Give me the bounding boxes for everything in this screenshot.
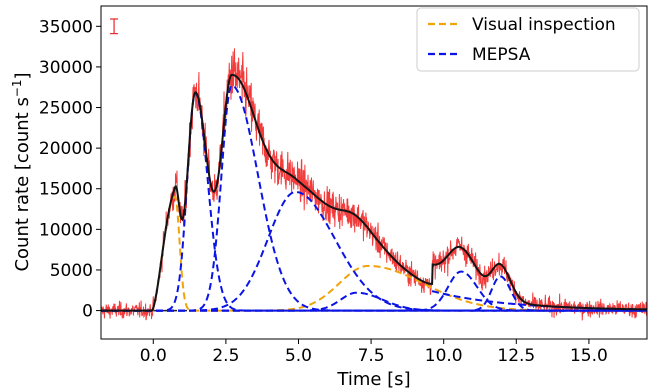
y-tick-label: 5000 xyxy=(50,261,93,281)
legend-label-mepsa: MEPSA xyxy=(472,45,531,65)
x-tick-label: 5.0 xyxy=(285,346,312,366)
y-axis-label-superscript: −1 xyxy=(10,79,24,97)
x-tick-label: 7.5 xyxy=(358,346,385,366)
y-tick-label: 30000 xyxy=(39,58,93,78)
mepsa-pulse-6 xyxy=(101,275,647,312)
x-tick-label: 10.0 xyxy=(425,346,463,366)
tick-layer: 0.0 2.5 5.0 7.5 10.0 12.5 15.0 0 5000 10000 15000 2… xyxy=(39,17,608,366)
legend-label-visual-inspection: Visual inspection xyxy=(472,15,616,35)
y-tick-label: 0 xyxy=(82,302,93,322)
y-tick-label: 10000 xyxy=(39,220,93,240)
y-axis-label: Count rate [count s−1] xyxy=(10,72,33,271)
x-axis-label: Time [s] xyxy=(336,369,410,390)
y-tick-label: 25000 xyxy=(39,99,93,119)
legend[interactable]: Visual inspection MEPSA xyxy=(416,7,640,72)
data-layer xyxy=(101,48,647,321)
x-tick-label: 15.0 xyxy=(570,346,608,366)
legend-box xyxy=(416,7,640,72)
x-tick-label: 12.5 xyxy=(497,346,535,366)
x-tick-label: 0.0 xyxy=(140,346,167,366)
mepsa-pulse-1 xyxy=(101,91,647,312)
total-fit-curve xyxy=(101,73,647,312)
observed-light-curve xyxy=(101,48,647,321)
y-tick-label: 35000 xyxy=(39,17,93,37)
x-tick-label: 2.5 xyxy=(212,346,239,366)
y-tick-label: 15000 xyxy=(39,180,93,200)
plot-frame xyxy=(100,5,648,340)
y-tick-label: 20000 xyxy=(39,139,93,159)
